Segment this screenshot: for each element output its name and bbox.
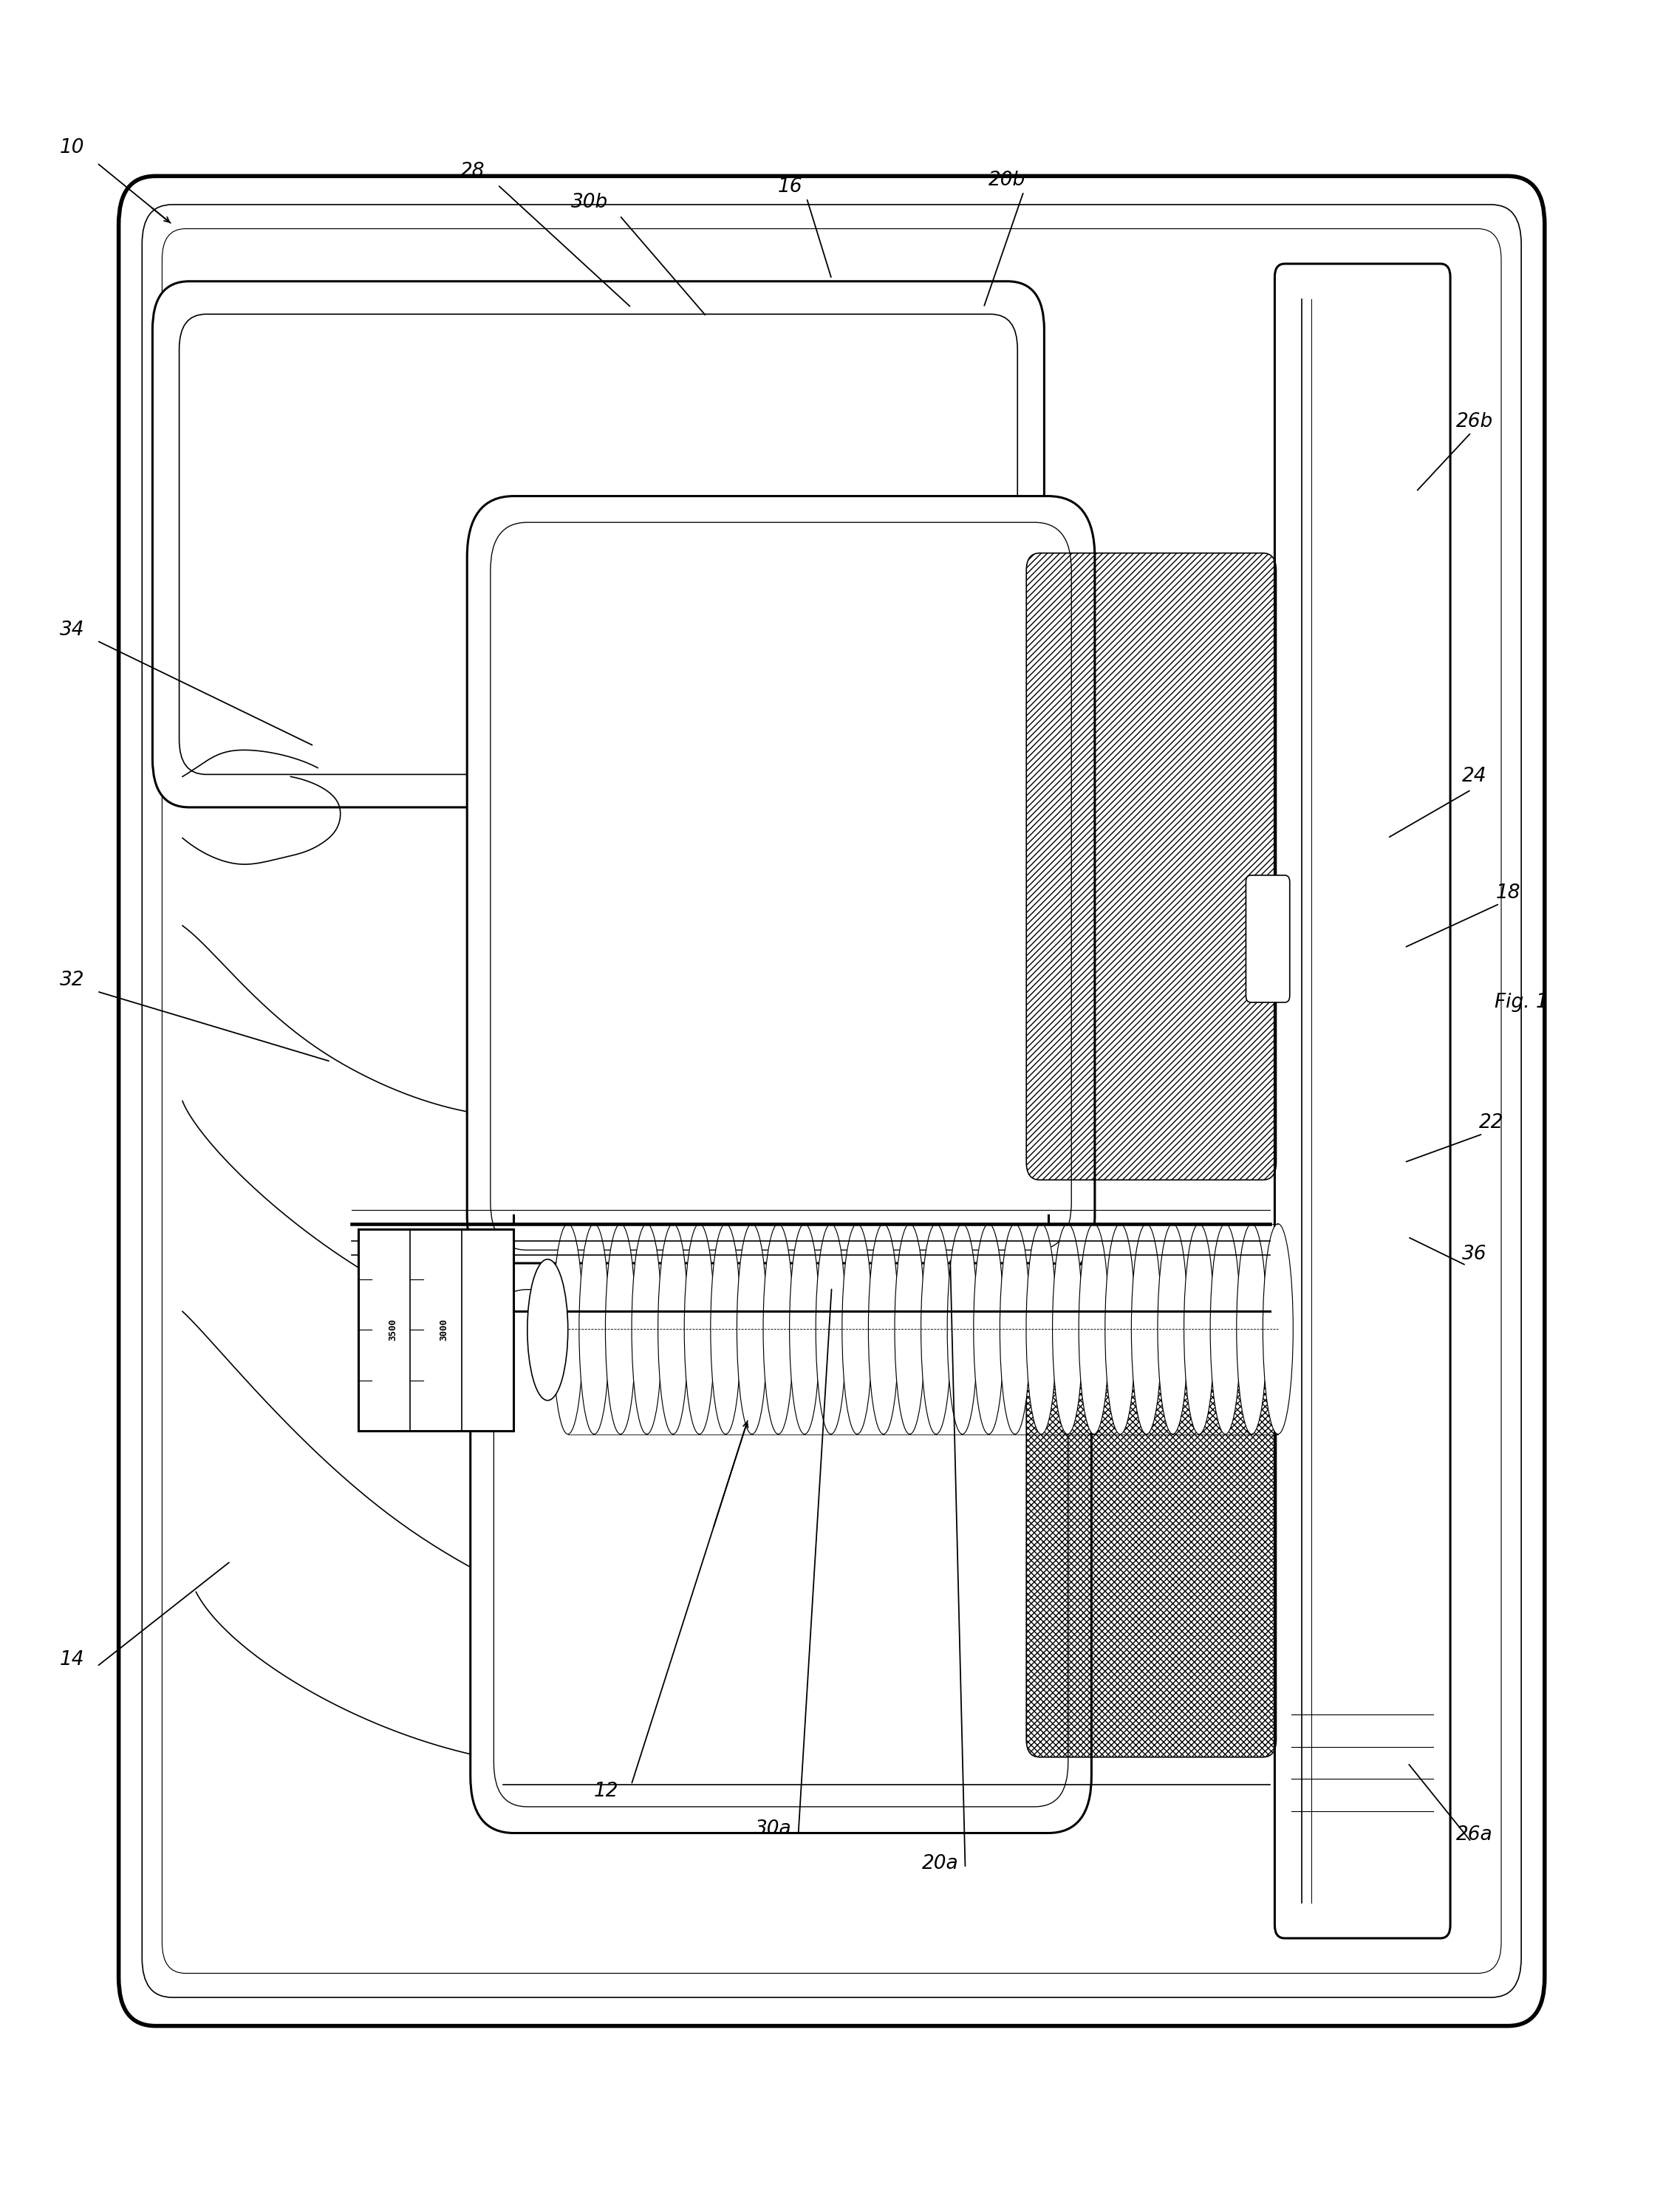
FancyBboxPatch shape — [119, 176, 1544, 2026]
Ellipse shape — [1158, 1224, 1188, 1434]
Text: 14: 14 — [59, 1649, 84, 1669]
Ellipse shape — [1000, 1224, 1030, 1434]
Text: 30a: 30a — [754, 1819, 791, 1839]
Ellipse shape — [632, 1224, 662, 1434]
Ellipse shape — [869, 1224, 899, 1434]
Ellipse shape — [1263, 1224, 1294, 1434]
Text: 3500: 3500 — [388, 1319, 396, 1341]
Text: 20a: 20a — [922, 1854, 959, 1874]
Ellipse shape — [1052, 1224, 1082, 1434]
FancyBboxPatch shape — [470, 1264, 1092, 1832]
Ellipse shape — [553, 1224, 583, 1434]
Text: 30b: 30b — [571, 194, 608, 211]
Ellipse shape — [763, 1224, 793, 1434]
Ellipse shape — [921, 1224, 951, 1434]
Text: 28: 28 — [460, 163, 486, 181]
Text: Fig. 1: Fig. 1 — [1495, 993, 1549, 1013]
FancyBboxPatch shape — [467, 495, 1095, 1277]
Ellipse shape — [816, 1224, 847, 1434]
Text: 20b: 20b — [988, 172, 1025, 189]
Ellipse shape — [738, 1224, 768, 1434]
Text: 34: 34 — [59, 621, 84, 639]
Ellipse shape — [1026, 1224, 1057, 1434]
Text: 22: 22 — [1478, 1114, 1504, 1132]
Bar — [358, 1229, 514, 1431]
Ellipse shape — [1105, 1224, 1136, 1434]
Text: 10: 10 — [59, 139, 84, 156]
Ellipse shape — [895, 1224, 926, 1434]
FancyBboxPatch shape — [1275, 264, 1450, 1938]
Text: 3000: 3000 — [438, 1319, 449, 1341]
Ellipse shape — [974, 1224, 1005, 1434]
FancyBboxPatch shape — [153, 282, 1045, 808]
Text: 18: 18 — [1495, 883, 1520, 903]
FancyBboxPatch shape — [1247, 874, 1290, 1002]
Ellipse shape — [659, 1224, 689, 1434]
Text: 32: 32 — [59, 971, 84, 991]
Ellipse shape — [1210, 1224, 1240, 1434]
Text: 12: 12 — [593, 1781, 618, 1801]
Text: 36: 36 — [1462, 1244, 1487, 1264]
Ellipse shape — [1184, 1224, 1215, 1434]
Ellipse shape — [528, 1260, 568, 1400]
Ellipse shape — [790, 1224, 820, 1434]
Ellipse shape — [580, 1224, 610, 1434]
Text: 24: 24 — [1462, 766, 1487, 786]
Ellipse shape — [711, 1224, 741, 1434]
Text: 16: 16 — [778, 178, 803, 196]
Ellipse shape — [842, 1224, 872, 1434]
Ellipse shape — [1079, 1224, 1109, 1434]
Ellipse shape — [684, 1224, 714, 1434]
Text: 26b: 26b — [1457, 412, 1494, 432]
Ellipse shape — [605, 1224, 635, 1434]
Ellipse shape — [1236, 1224, 1267, 1434]
Ellipse shape — [1131, 1224, 1161, 1434]
Text: 26a: 26a — [1457, 1825, 1494, 1845]
Ellipse shape — [948, 1224, 978, 1434]
